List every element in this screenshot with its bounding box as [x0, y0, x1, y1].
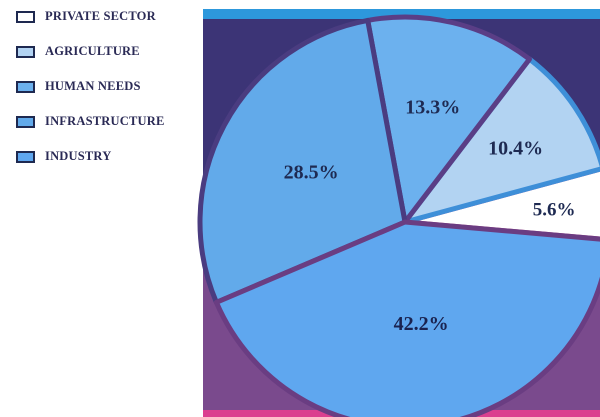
legend-swatch-private-sector — [16, 10, 35, 23]
pie-value-labels: 5.6% 10.4% 13.3% 28.5% 42.2% — [284, 96, 576, 335]
legend-item-industry: INDUSTRY — [16, 148, 206, 166]
legend-label-human-needs: HUMAN NEEDS — [45, 79, 141, 94]
pie-slices — [197, 14, 600, 417]
legend-item-human-needs: HUMAN NEEDS — [16, 78, 206, 96]
pie-slice-infrastructure — [197, 17, 408, 305]
pie-slice-industry — [213, 219, 600, 417]
pie-label-infrastructure: 28.5% — [284, 162, 339, 184]
pie-slice-human-needs — [365, 14, 533, 225]
chart-top-border — [203, 9, 600, 19]
legend-swatch-industry — [16, 150, 35, 163]
legend: PRIVATE SECTOR AGRICULTURE HUMAN NEEDS I… — [16, 8, 206, 183]
legend-label-industry: INDUSTRY — [45, 149, 112, 164]
legend-swatch-agriculture — [16, 45, 35, 58]
legend-item-infrastructure: INFRASTRUCTURE — [16, 113, 206, 131]
legend-label-infrastructure: INFRASTRUCTURE — [45, 114, 165, 129]
legend-label-agriculture: AGRICULTURE — [45, 44, 140, 59]
pie-label-agriculture: 10.4% — [488, 138, 543, 160]
legend-swatch-human-needs — [16, 80, 35, 93]
legend-swatch-infrastructure — [16, 115, 35, 128]
legend-label-private-sector: PRIVATE SECTOR — [45, 9, 156, 24]
pie-slice-agriculture — [402, 56, 600, 225]
pie-label-human-needs: 13.3% — [405, 96, 460, 118]
legend-item-agriculture: AGRICULTURE — [16, 43, 206, 61]
pie-slice-private-sector — [402, 166, 600, 242]
pie-label-private-sector: 5.6% — [533, 200, 576, 221]
pie-label-industry: 42.2% — [394, 313, 449, 335]
legend-item-private-sector: PRIVATE SECTOR — [16, 8, 206, 26]
